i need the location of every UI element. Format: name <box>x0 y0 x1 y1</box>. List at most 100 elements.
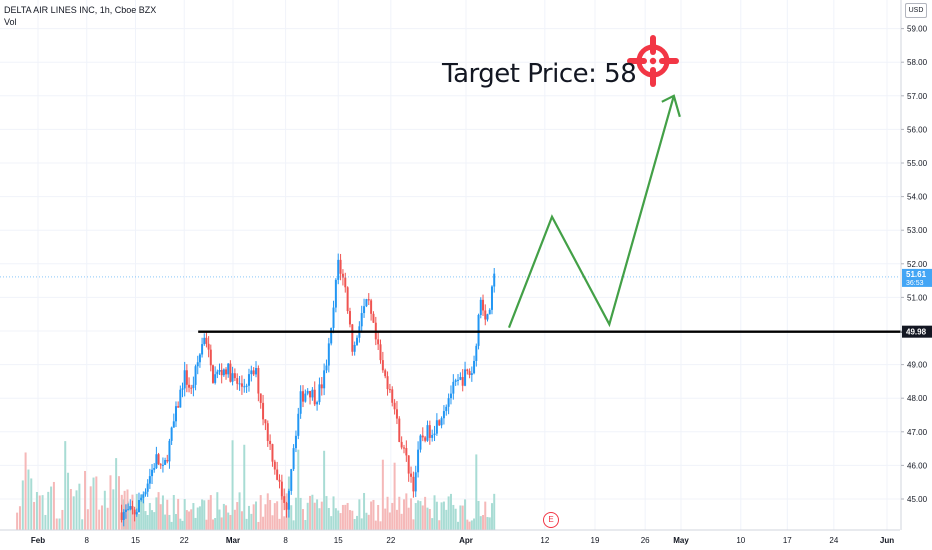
price-tick-label: 57.00 <box>907 92 928 101</box>
volume-bar <box>395 509 398 530</box>
volume-bar <box>365 512 368 530</box>
candle-body <box>297 413 300 436</box>
candle-body <box>486 314 489 320</box>
volume-bar <box>402 499 405 530</box>
candle-body <box>259 393 262 403</box>
candle-body <box>490 286 493 310</box>
volume-bar <box>238 492 241 530</box>
volume-bar <box>229 514 232 530</box>
volume-bar <box>72 496 75 530</box>
time-tick-label: 8 <box>85 536 90 545</box>
candle-body <box>405 448 408 456</box>
volume-bar <box>431 518 434 530</box>
volume-bar <box>424 496 427 530</box>
volume-bar <box>414 503 417 530</box>
candle-body <box>181 388 184 390</box>
volume-bar <box>438 520 441 530</box>
projection-arrowhead <box>661 94 681 118</box>
candle-body <box>457 379 460 381</box>
volume-bar <box>24 452 27 530</box>
volume-bar <box>379 521 382 530</box>
volume-bar <box>30 478 33 530</box>
candle-body <box>231 373 234 382</box>
price-tick-label: 54.00 <box>907 193 928 202</box>
volume-bar <box>435 501 438 530</box>
volume-bar <box>164 514 167 530</box>
price-tick-label: 55.00 <box>907 159 928 168</box>
volume-bar <box>370 501 373 530</box>
volume-bar <box>109 475 112 530</box>
candle-body <box>475 345 478 361</box>
volume-bar <box>484 501 487 530</box>
candle-body <box>133 509 136 515</box>
volume-bar <box>374 520 377 530</box>
volume-bar <box>388 512 391 530</box>
candle-body <box>245 385 248 387</box>
candle-body <box>348 311 351 325</box>
candle-body <box>122 511 125 520</box>
candle-body <box>468 371 471 375</box>
volume-bar <box>257 521 260 530</box>
volume-bar <box>124 514 127 530</box>
target-price-annotation[interactable]: Target Price: 58 <box>442 59 637 89</box>
volume-bar <box>243 444 246 530</box>
volume-bar <box>449 493 452 530</box>
projection-arrow[interactable] <box>507 94 681 329</box>
volume-bar <box>211 519 214 530</box>
candle-body <box>290 469 293 491</box>
volume-bar <box>473 518 476 530</box>
volume-bar <box>16 512 19 530</box>
volume-bar <box>98 509 101 530</box>
candle-body <box>327 343 330 366</box>
candle-body <box>360 313 363 327</box>
volume-bar <box>181 520 184 530</box>
volume-bar <box>84 470 87 530</box>
candle-body <box>332 307 335 328</box>
candle-body <box>144 491 147 495</box>
volume-bar <box>468 521 471 530</box>
candle-body <box>417 449 420 473</box>
price-tick-label: 49.00 <box>907 361 928 370</box>
candle-body <box>201 344 204 355</box>
volume-bar <box>250 513 253 530</box>
volume-bar <box>47 491 50 530</box>
currency-button[interactable]: USD <box>905 3 927 18</box>
volume-bar <box>417 500 420 530</box>
volume-bar <box>183 499 186 530</box>
volume-bar <box>273 503 276 530</box>
candle-body <box>426 425 429 441</box>
volume-bar <box>129 506 132 530</box>
candle-body <box>183 370 186 389</box>
candle-body <box>146 483 149 492</box>
candle-body <box>283 496 286 503</box>
volume-bar <box>384 508 387 530</box>
candle-body <box>424 437 427 441</box>
candle-body <box>238 383 241 385</box>
volume-bar <box>100 505 103 530</box>
volume-bar <box>367 514 370 530</box>
candle-body <box>229 363 232 382</box>
candle-body <box>482 299 485 311</box>
candle-body <box>262 402 265 420</box>
volume-bar <box>482 515 485 530</box>
volume-bar <box>454 508 457 530</box>
candle-body <box>337 259 340 280</box>
candle-body <box>222 369 225 376</box>
volume-bar <box>252 504 255 530</box>
support-level[interactable] <box>0 276 902 333</box>
volume-bar <box>255 501 258 530</box>
candles[interactable] <box>120 253 496 527</box>
candle-body <box>447 398 450 407</box>
volume-bar <box>168 514 171 530</box>
time-tick-label: 19 <box>591 536 600 545</box>
volume-bar <box>146 515 149 530</box>
target-icon <box>627 35 679 87</box>
candle-body <box>137 500 140 513</box>
volume-bar <box>442 501 445 530</box>
volume-bar <box>247 505 250 530</box>
candle-body <box>479 299 482 315</box>
volume-bar <box>103 490 106 530</box>
earnings-marker-icon[interactable]: E <box>543 512 559 528</box>
last-price-badge <box>902 268 932 287</box>
